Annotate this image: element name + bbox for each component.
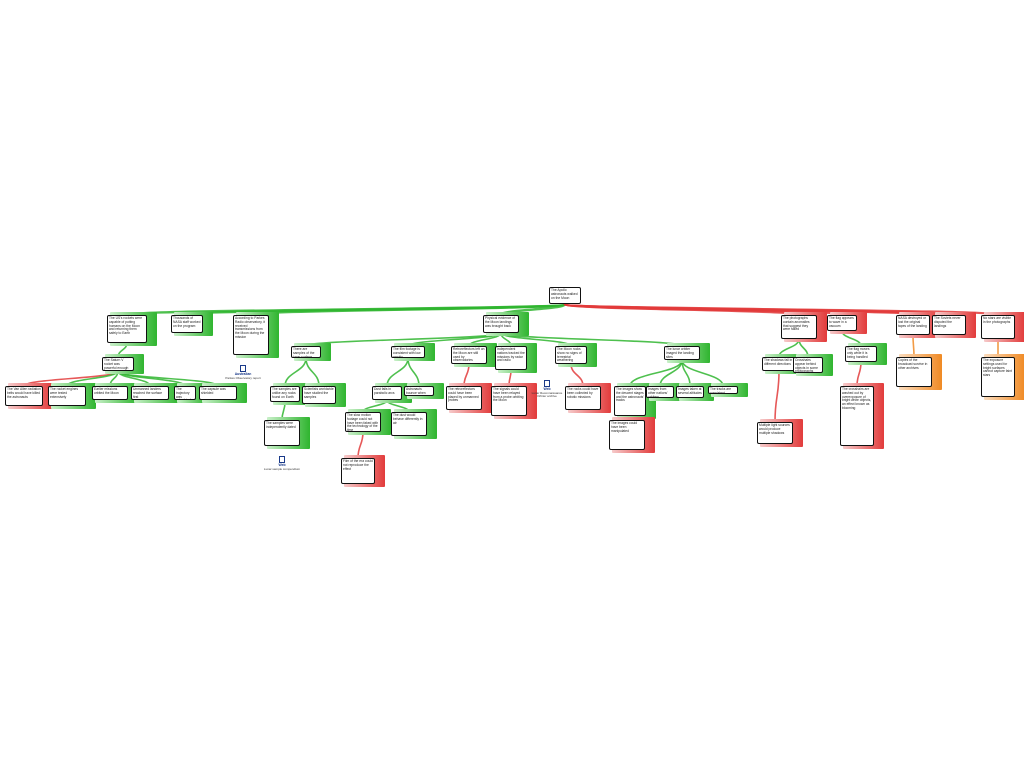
reason-node: There are samples of the lunar surface	[291, 346, 321, 358]
reason-node: The dust would behave differently in air	[391, 412, 427, 436]
objection-node: The rocks could have been collected by r…	[565, 386, 601, 410]
reason-node: The slow motion footage could not have b…	[345, 412, 381, 432]
connector	[407, 357, 420, 387]
claim-node: The Apollo astronauts walked on the Moon	[549, 287, 581, 304]
objection-node: Film of the era could not reproduce the …	[341, 458, 375, 484]
source-title: Web	[278, 463, 286, 467]
reason-node: Dust falls in parabolic arcs	[372, 386, 402, 400]
objection-node: NASA destroyed or lost the original tape…	[896, 315, 930, 335]
connector	[305, 357, 320, 387]
source-icon	[544, 380, 550, 387]
reason-node: The trajectory was calculated	[174, 386, 196, 400]
objection-node: The Soviets never disputed the landings	[932, 315, 966, 335]
reason-node: The US's rockets were capable of putting…	[107, 315, 147, 343]
evidence-source: Web Lunar sample compendium	[262, 456, 302, 471]
reason-node: The Moon rocks show no signs of terrestr…	[555, 346, 587, 364]
connector	[629, 359, 683, 387]
reason-node: Physical evidence of the Moon landings w…	[483, 315, 519, 333]
source-title: Australian	[234, 372, 252, 376]
objection-node: No stars are visible in the photographs	[981, 315, 1015, 339]
objection-node: Multiple light sources would produce mul…	[757, 422, 793, 444]
reason-node: The lunar orbiter imaged the landing sit…	[664, 346, 700, 360]
rebuttal-node: The exposure settings used for bright su…	[981, 357, 1015, 397]
reason-node: Independent nations tracked the missions…	[495, 346, 527, 370]
reason-node: The images show the descent stages and t…	[614, 386, 646, 416]
evidence-source: Web Lunar Reconnaissance Orbiter archive	[527, 380, 567, 399]
reason-node: Earlier missions orbited the Moon	[92, 386, 128, 400]
source-text: Lunar Reconnaissance Orbiter archive	[531, 390, 563, 399]
source-title: Web	[543, 387, 551, 391]
reason-node: The film footage is consistent with low …	[391, 346, 425, 358]
objection-node: The photographs contain anomalies that s…	[781, 315, 817, 339]
reason-node: Images taken at several altitudes	[676, 386, 704, 398]
reason-node: The samples were independently dated	[264, 420, 300, 446]
source-text: Lunar sample compendium	[263, 466, 301, 471]
evidence-source: Australian Parkes Observatory report	[223, 365, 263, 380]
connector	[386, 357, 409, 387]
connector	[284, 357, 307, 387]
reason-node: Scientists worldwide have studied the sa…	[302, 386, 336, 404]
connector	[774, 370, 780, 423]
connector	[563, 302, 1000, 317]
reason-node: According to Parkes Radio observatory, i…	[233, 315, 269, 355]
reason-node: The rocket engines were tested extensive…	[48, 386, 86, 406]
reason-node: The capsule was shielded	[199, 386, 237, 400]
objection-node: The crosshairs are washed out by overexp…	[840, 386, 874, 446]
reason-node: The shadows fall in different directions	[762, 357, 796, 371]
source-text: Parkes Observatory report	[225, 375, 261, 380]
reason-node: The samples are unlike any rocks found o…	[270, 386, 300, 402]
reason-node: The flag moves only while it is being ha…	[845, 346, 877, 362]
connector	[681, 359, 724, 387]
reason-node: Thousands of NASA staff worked on the pr…	[171, 315, 203, 333]
source-icon	[279, 456, 285, 463]
reason-node: The Saturn V rocket was powerful enough	[102, 357, 134, 371]
reason-node: The tracks are consistent	[708, 386, 738, 394]
rebuttal-node: Copies of the broadcast survive in other…	[896, 357, 932, 387]
reason-node: Retroreflectors left on the Moon are sti…	[451, 346, 487, 364]
reason-node: Images from other nations' orbiters	[646, 386, 674, 398]
reason-node: Crosshairs appear behind objects in some…	[793, 357, 823, 373]
source-icon	[240, 365, 246, 372]
objection-node: The signals could have been relayed from…	[491, 386, 527, 416]
objection-node: The flag appears to wave in a vacuum	[827, 315, 857, 331]
objection-node: The images could have been manipulated	[609, 420, 645, 450]
reason-node: Astronauts bounce when walking	[404, 386, 434, 396]
objection-node: The Van Allen radiation belts would have…	[5, 386, 43, 406]
reason-node: Unmanned landers reached the surface fir…	[131, 386, 169, 400]
objection-node: The retroreflectors could have been plac…	[446, 386, 482, 410]
